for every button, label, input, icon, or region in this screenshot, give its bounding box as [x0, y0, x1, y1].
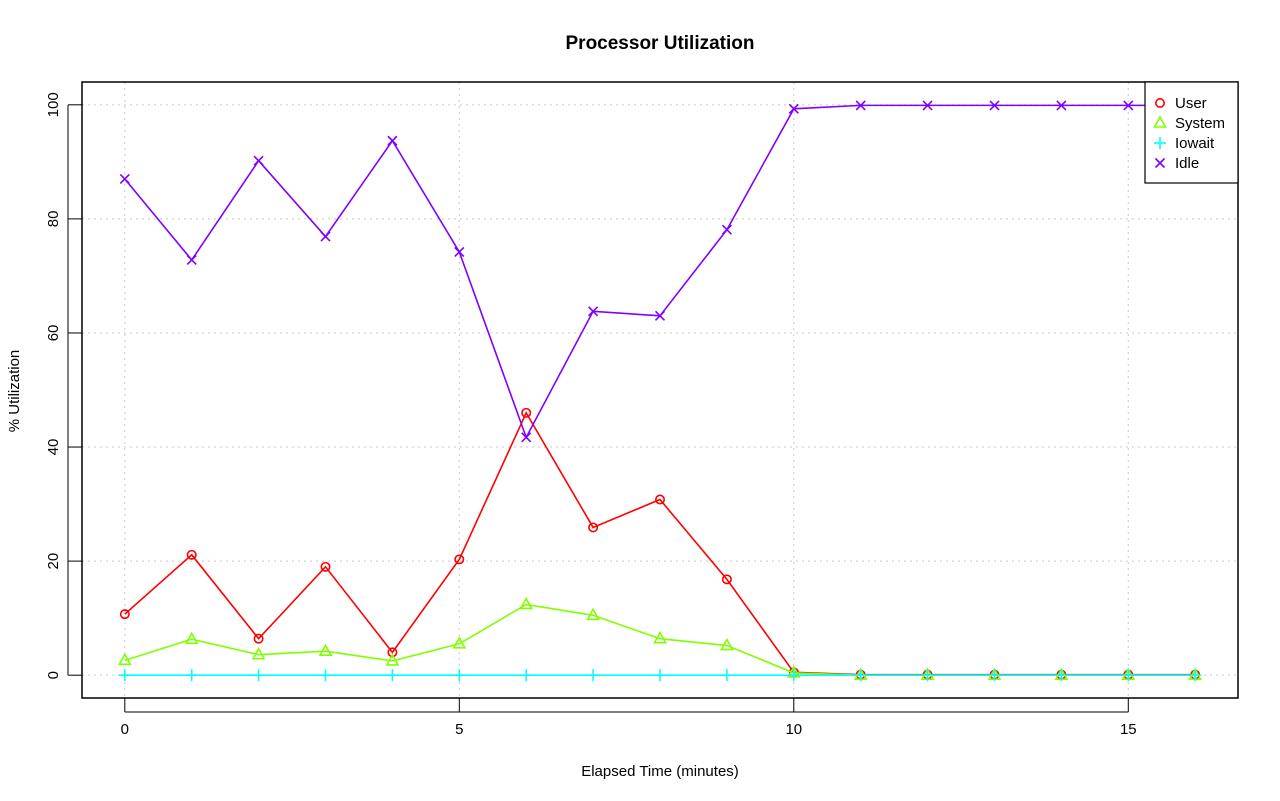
legend-marker-user — [1155, 98, 1166, 109]
data-point-iowait — [386, 669, 399, 682]
data-point-iowait — [654, 669, 666, 682]
data-point-idle — [253, 155, 264, 166]
data-point-system — [251, 646, 266, 660]
data-point-iowait — [988, 669, 1001, 682]
data-series — [117, 100, 1203, 682]
data-point-idle — [588, 306, 599, 317]
legend: User System Iowait Idle — [1144, 81, 1239, 184]
chart-title: Processor Utilization — [566, 33, 755, 54]
data-point-idle — [387, 135, 398, 146]
data-point-idle — [119, 173, 130, 185]
data-point-idle — [1056, 100, 1067, 111]
data-point-iowait — [921, 669, 934, 682]
x-tick-label: 15 — [1120, 721, 1137, 738]
x-axis-label: Elapsed Time (minutes) — [581, 763, 739, 780]
x-tick-label: 10 — [785, 721, 802, 738]
data-point-iowait — [587, 669, 600, 682]
y-tick-label: 100 — [45, 92, 62, 117]
y-tick-label: 20 — [45, 553, 62, 570]
y-tick-label: 40 — [45, 439, 62, 456]
data-point-user — [320, 561, 331, 572]
legend-label-idle: Idle — [1175, 155, 1199, 172]
data-point-idle — [654, 310, 666, 321]
data-point-user — [521, 407, 532, 418]
data-point-idle — [320, 231, 331, 242]
axes: 0 5 10 15 0 20 40 60 80 100 — [45, 92, 1137, 738]
data-point-iowait — [252, 669, 265, 682]
data-point-idle — [855, 100, 866, 111]
y-tick-label: 0 — [45, 671, 62, 679]
y-tick-label: 60 — [45, 325, 62, 342]
x-tick-label: 5 — [455, 721, 463, 738]
legend-marker-iowait — [1154, 137, 1166, 149]
data-point-iowait — [118, 669, 131, 682]
x-tick-label: 0 — [121, 721, 129, 738]
data-point-idle — [788, 103, 799, 114]
legend-marker-system — [1153, 115, 1167, 128]
data-point-idle — [454, 246, 465, 258]
data-point-iowait — [854, 669, 867, 682]
y-tick-label: 80 — [45, 211, 62, 228]
data-point-idle — [521, 432, 532, 443]
data-point-idle — [1123, 100, 1134, 111]
series-system — [117, 596, 1203, 680]
data-point-system — [720, 637, 734, 651]
data-point-iowait — [453, 669, 466, 682]
data-point-user — [186, 549, 197, 560]
data-point-system — [318, 643, 333, 657]
data-point-iowait — [185, 669, 198, 682]
series-line-system — [124, 603, 1196, 676]
data-point-iowait — [787, 669, 800, 682]
data-point-system — [184, 631, 199, 645]
data-point-system — [385, 653, 400, 666]
data-point-user — [588, 522, 599, 533]
data-point-user — [119, 609, 130, 620]
data-point-system — [117, 652, 132, 666]
legend-marker-idle — [1154, 157, 1166, 169]
data-point-idle — [186, 254, 197, 266]
data-point-system — [586, 607, 600, 621]
data-point-iowait — [1122, 669, 1135, 682]
data-point-iowait — [1055, 669, 1068, 682]
series-iowait — [118, 669, 1202, 682]
data-point-iowait — [520, 669, 533, 682]
series-line-idle — [124, 104, 1196, 440]
data-point-iowait — [319, 669, 332, 682]
data-point-iowait — [720, 669, 733, 682]
data-point-iowait — [1189, 669, 1202, 682]
data-point-idle — [989, 100, 1000, 111]
legend-label-user: User — [1175, 95, 1207, 112]
grid-lines — [82, 82, 1238, 698]
data-point-system — [452, 636, 467, 649]
data-point-idle — [922, 100, 933, 111]
legend-label-iowait: Iowait — [1175, 135, 1215, 152]
y-axis-label: % Utilization — [6, 350, 23, 433]
data-point-system — [519, 596, 534, 610]
data-point-system — [653, 631, 667, 644]
plot-frame — [81, 81, 1239, 699]
legend-label-system: System — [1175, 115, 1225, 132]
series-line-user — [124, 411, 1196, 676]
data-point-user — [654, 494, 665, 505]
series-idle — [119, 100, 1201, 443]
data-point-user — [253, 633, 264, 644]
data-point-user — [454, 554, 465, 565]
data-point-user — [721, 574, 732, 585]
data-point-idle — [721, 224, 732, 235]
